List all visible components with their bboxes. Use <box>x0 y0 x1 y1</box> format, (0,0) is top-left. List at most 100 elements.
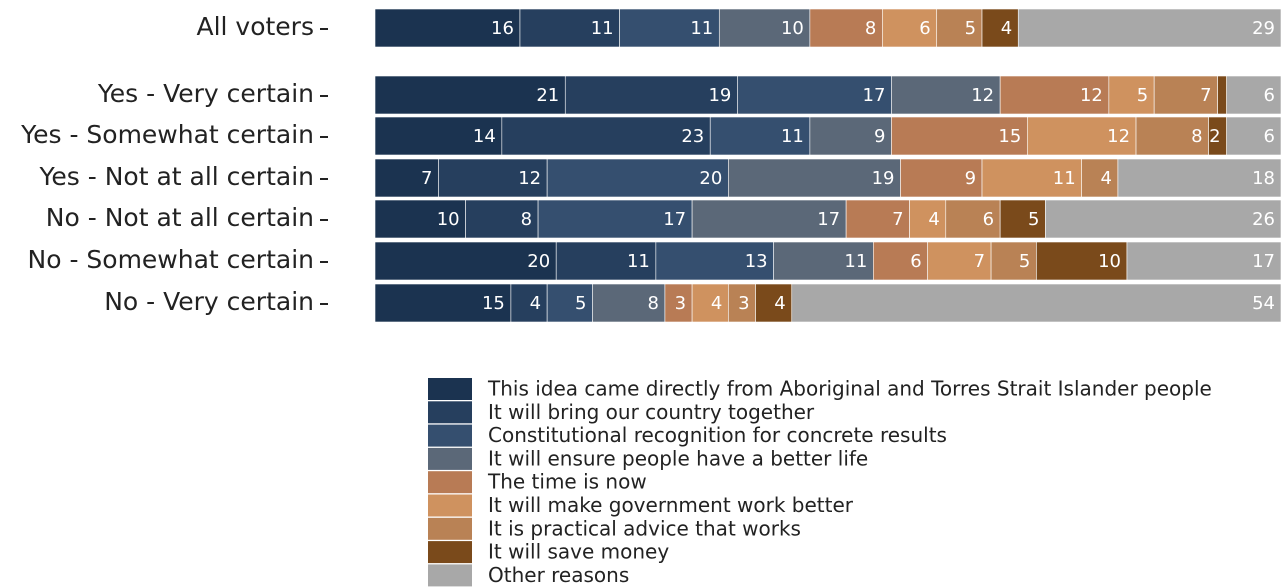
bar-segment <box>438 158 548 198</box>
value-label: 7 <box>1200 85 1211 106</box>
bar-segment <box>374 75 566 115</box>
value-label: 12 <box>1107 126 1130 147</box>
value-label: 16 <box>491 18 514 39</box>
value-label: 5 <box>1028 209 1039 230</box>
bar-segment <box>1126 241 1282 281</box>
bar-segment <box>374 199 466 239</box>
value-label: 6 <box>983 209 994 230</box>
bar-segment <box>791 283 1282 323</box>
bar-segment <box>999 75 1110 115</box>
bar-segment <box>927 241 992 281</box>
value-label: 23 <box>681 126 704 147</box>
legend-swatch <box>428 471 472 494</box>
legend-swatch <box>428 378 472 400</box>
bar-segment <box>755 283 793 323</box>
value-label: 7 <box>421 168 432 189</box>
value-label: 6 <box>919 18 930 39</box>
bar-segment <box>872 241 928 281</box>
bar-segment <box>374 241 557 281</box>
legend-swatch <box>428 424 472 447</box>
bar-segment <box>546 283 593 323</box>
value-label: 9 <box>965 168 976 189</box>
value-label: 5 <box>965 18 976 39</box>
bar-segment <box>501 116 711 156</box>
bar-segment <box>374 8 521 48</box>
value-label: 6 <box>1264 85 1275 106</box>
bar-segment <box>1135 116 1209 156</box>
legend-swatch <box>428 564 472 587</box>
value-label: 12 <box>971 85 994 106</box>
category-label: No - Very certain <box>104 287 314 316</box>
legend-label: It will make government work better <box>488 493 854 517</box>
value-label: 4 <box>1100 168 1111 189</box>
legend-label: Constitutional recognition for concrete … <box>488 423 947 447</box>
bar-segment <box>1017 8 1282 48</box>
value-label: 7 <box>974 251 985 272</box>
value-label: 29 <box>1252 18 1275 39</box>
category-label: No - Somewhat certain <box>28 245 315 274</box>
bar-segment <box>945 199 1001 239</box>
value-label: 8 <box>647 293 658 314</box>
bar-segment <box>1226 75 1282 115</box>
bar-segment <box>374 116 503 156</box>
value-label: 18 <box>1252 168 1275 189</box>
legend-label: This idea came directly from Aboriginal … <box>487 377 1212 401</box>
category-label: No - Not at all certain <box>46 203 314 232</box>
bar-segment <box>1217 75 1227 115</box>
value-label: 10 <box>1098 251 1121 272</box>
value-label: 17 <box>817 209 840 230</box>
legend-label: It will bring our country together <box>488 400 815 424</box>
bar-segment <box>990 241 1037 281</box>
value-label: 6 <box>1264 126 1275 147</box>
bar-segment <box>1108 75 1155 115</box>
value-label: 17 <box>863 85 886 106</box>
bar-segment <box>737 75 892 115</box>
value-label: 10 <box>437 209 460 230</box>
legend-swatch <box>428 401 472 424</box>
value-label: 20 <box>527 251 550 272</box>
bar-segment <box>891 116 1028 156</box>
value-label: 3 <box>738 293 749 314</box>
value-label: 9 <box>874 126 885 147</box>
bar-segment <box>909 199 947 239</box>
category-label: Yes - Somewhat certain <box>20 120 314 149</box>
bar-segment <box>1081 158 1119 198</box>
bar-segment <box>374 283 512 323</box>
value-label: 11 <box>1053 168 1076 189</box>
value-label: 17 <box>1252 251 1275 272</box>
bar-segment <box>537 199 693 239</box>
bar-segment <box>1153 75 1218 115</box>
bar-segment <box>882 8 938 48</box>
bar-segment <box>891 75 1001 115</box>
bar-segment <box>546 158 729 198</box>
bar-segment <box>773 241 874 281</box>
legend-swatch <box>428 541 472 564</box>
value-label: 4 <box>1001 18 1012 39</box>
value-label: 13 <box>745 251 768 272</box>
value-label: 4 <box>711 293 722 314</box>
value-label: 21 <box>536 85 559 106</box>
value-label: 11 <box>781 126 804 147</box>
bar-segment <box>564 75 738 115</box>
bar-segment <box>655 241 774 281</box>
value-label: 5 <box>1019 251 1030 272</box>
bar-segment <box>619 8 720 48</box>
value-label: 4 <box>774 293 785 314</box>
value-label: 17 <box>663 209 686 230</box>
value-label: 19 <box>708 85 731 106</box>
value-label: 15 <box>482 293 505 314</box>
bar-segment <box>900 158 983 198</box>
bar-segment <box>374 158 439 198</box>
value-label: 20 <box>699 168 722 189</box>
value-label: 5 <box>575 293 586 314</box>
bar-segment <box>999 199 1046 239</box>
value-label: 19 <box>872 168 895 189</box>
value-label: 8 <box>865 18 876 39</box>
legend-swatch <box>428 447 472 470</box>
value-label: 11 <box>690 18 713 39</box>
bar-segment <box>1117 158 1282 198</box>
bar-segment <box>465 199 539 239</box>
bar-segment <box>519 8 620 48</box>
value-label: 54 <box>1252 293 1275 314</box>
value-label: 12 <box>518 168 541 189</box>
